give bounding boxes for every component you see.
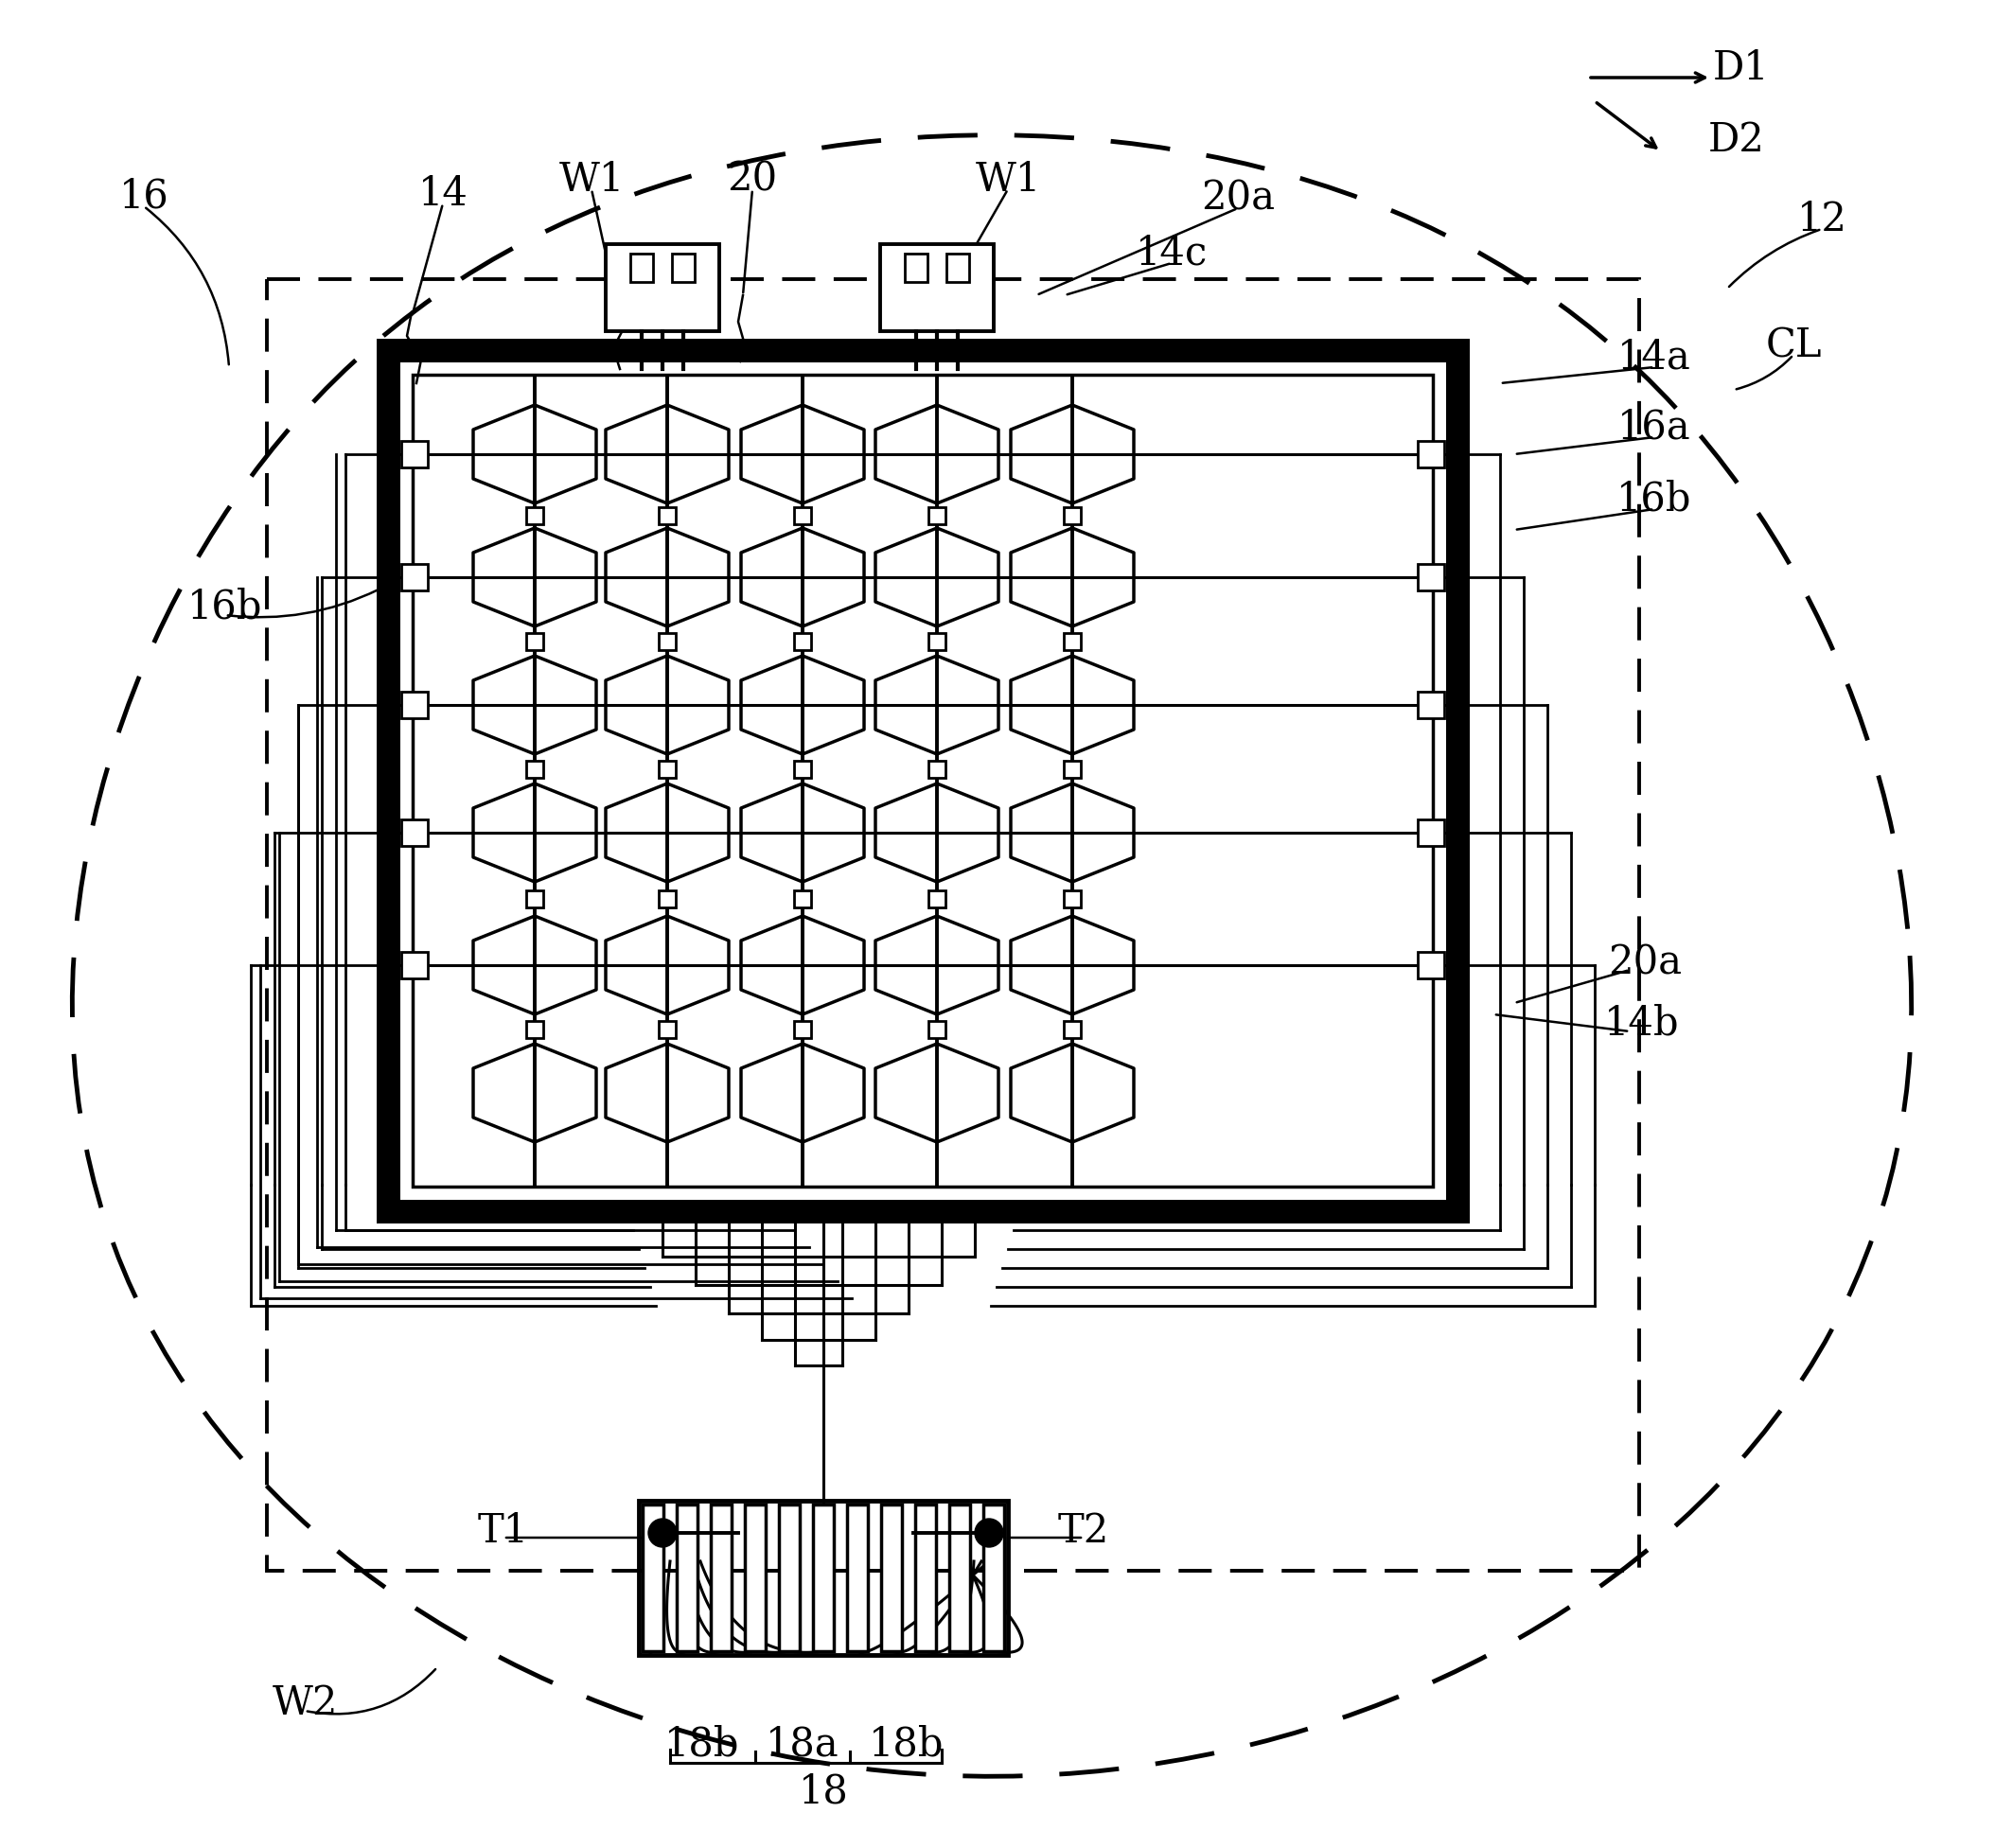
FancyBboxPatch shape (1417, 952, 1443, 978)
Text: D1: D1 (1713, 48, 1769, 89)
Text: 14b: 14b (1604, 1003, 1679, 1044)
Text: W2: W2 (272, 1684, 338, 1722)
Text: 16: 16 (119, 177, 169, 216)
FancyBboxPatch shape (779, 1504, 799, 1650)
FancyBboxPatch shape (525, 632, 544, 650)
Text: 18a: 18a (765, 1724, 839, 1763)
Text: 16b: 16b (187, 588, 264, 626)
FancyBboxPatch shape (676, 1504, 696, 1650)
FancyBboxPatch shape (711, 1504, 731, 1650)
Text: W1: W1 (560, 161, 624, 200)
FancyBboxPatch shape (928, 632, 946, 650)
FancyBboxPatch shape (793, 632, 811, 650)
FancyBboxPatch shape (882, 1504, 902, 1650)
FancyBboxPatch shape (525, 506, 544, 525)
FancyBboxPatch shape (793, 891, 811, 907)
FancyBboxPatch shape (401, 564, 429, 591)
FancyBboxPatch shape (401, 819, 429, 846)
Text: T2: T2 (1059, 1512, 1109, 1550)
FancyBboxPatch shape (658, 632, 676, 650)
FancyBboxPatch shape (928, 1020, 946, 1037)
Text: W1: W1 (974, 161, 1041, 200)
FancyBboxPatch shape (928, 891, 946, 907)
FancyBboxPatch shape (916, 1504, 936, 1650)
FancyBboxPatch shape (658, 506, 676, 525)
FancyBboxPatch shape (793, 506, 811, 525)
Text: 20: 20 (727, 161, 777, 200)
FancyBboxPatch shape (606, 244, 719, 331)
FancyBboxPatch shape (525, 891, 544, 907)
FancyBboxPatch shape (1063, 632, 1081, 650)
FancyBboxPatch shape (401, 442, 429, 468)
FancyBboxPatch shape (672, 253, 694, 283)
Text: 18b: 18b (664, 1724, 741, 1763)
FancyBboxPatch shape (389, 349, 1457, 1210)
FancyBboxPatch shape (401, 691, 429, 719)
FancyBboxPatch shape (950, 1504, 970, 1650)
FancyBboxPatch shape (658, 1020, 676, 1037)
Text: 12: 12 (1798, 200, 1846, 240)
FancyBboxPatch shape (1063, 891, 1081, 907)
FancyBboxPatch shape (793, 760, 811, 778)
Text: CL: CL (1765, 325, 1822, 366)
Text: D2: D2 (1709, 120, 1765, 161)
FancyBboxPatch shape (1417, 819, 1443, 846)
FancyBboxPatch shape (658, 891, 676, 907)
Text: 18b: 18b (870, 1724, 944, 1763)
FancyBboxPatch shape (880, 244, 994, 331)
FancyBboxPatch shape (525, 1020, 544, 1037)
FancyBboxPatch shape (525, 760, 544, 778)
FancyBboxPatch shape (1063, 506, 1081, 525)
Text: 14: 14 (419, 174, 467, 214)
Text: 16a: 16a (1618, 408, 1691, 447)
Text: 20a: 20a (1608, 942, 1681, 983)
FancyBboxPatch shape (982, 1504, 1004, 1650)
Text: T1: T1 (477, 1512, 529, 1550)
FancyBboxPatch shape (1417, 442, 1443, 468)
Text: 18: 18 (799, 1772, 847, 1811)
FancyBboxPatch shape (904, 253, 928, 283)
Circle shape (974, 1519, 1002, 1547)
FancyBboxPatch shape (813, 1504, 833, 1650)
Circle shape (648, 1519, 676, 1547)
FancyBboxPatch shape (1063, 1020, 1081, 1037)
FancyBboxPatch shape (401, 952, 429, 978)
FancyBboxPatch shape (1417, 564, 1443, 591)
FancyBboxPatch shape (928, 506, 946, 525)
FancyBboxPatch shape (745, 1504, 765, 1650)
FancyBboxPatch shape (793, 1020, 811, 1037)
FancyBboxPatch shape (658, 760, 676, 778)
Text: 14c: 14c (1135, 233, 1208, 274)
FancyBboxPatch shape (1063, 760, 1081, 778)
FancyBboxPatch shape (847, 1504, 868, 1650)
Text: 20a: 20a (1202, 179, 1274, 218)
Text: 16b: 16b (1616, 480, 1693, 519)
FancyBboxPatch shape (928, 760, 946, 778)
Text: 14a: 14a (1618, 338, 1691, 377)
FancyBboxPatch shape (946, 253, 968, 283)
FancyBboxPatch shape (1417, 691, 1443, 719)
FancyBboxPatch shape (642, 1504, 664, 1650)
FancyBboxPatch shape (630, 253, 652, 283)
